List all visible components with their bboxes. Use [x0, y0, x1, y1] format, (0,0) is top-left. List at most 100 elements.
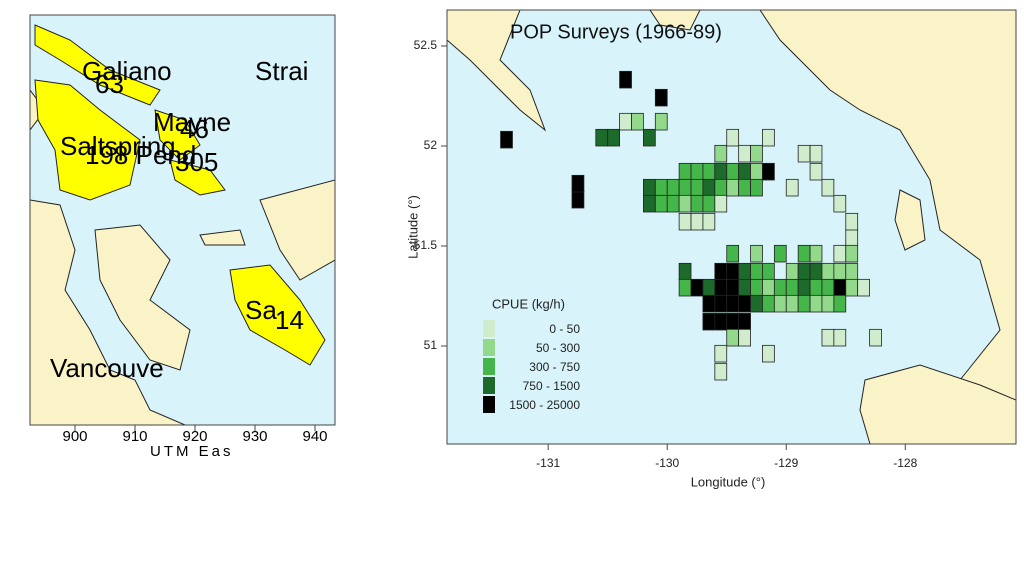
- x-axis-label: UTM Eas: [150, 443, 234, 460]
- cpue-cell: [714, 278, 728, 297]
- x-tick-label: 920: [182, 428, 207, 445]
- cpue-cell: [809, 278, 823, 297]
- left-x-axis: 900 910 920 930 940 UTM Eas: [62, 425, 328, 460]
- cpue-cell: [845, 278, 859, 297]
- cpue-cell: [714, 144, 728, 163]
- cpue-cell: [785, 262, 799, 281]
- cpue-cell: [762, 278, 775, 297]
- x-tick-label: -131: [536, 456, 560, 470]
- cpue-cell: [702, 312, 716, 331]
- cpue-cell: [750, 262, 763, 281]
- cpue-cell: [738, 162, 751, 181]
- cpue-cell: [619, 112, 632, 131]
- place-label: 14: [275, 305, 304, 335]
- cpue-cell: [702, 194, 716, 213]
- cpue-cell: [821, 262, 835, 281]
- cpue-cell: [678, 178, 692, 197]
- place-label: Vancouve: [50, 353, 164, 383]
- cpue-cell: [631, 112, 644, 131]
- cpue-cell: [702, 294, 716, 313]
- cpue-cell: [571, 190, 585, 209]
- y-tick-label: 51.5: [414, 238, 438, 252]
- cpue-cell: [738, 328, 751, 347]
- place-label: Saltspring: [60, 131, 176, 161]
- cpue-cell: [809, 144, 823, 163]
- legend-label: 300 - 750: [529, 360, 580, 374]
- place-label: Mayne: [153, 107, 231, 137]
- cpue-cell: [714, 294, 728, 313]
- cpue-cell: [833, 328, 847, 347]
- cpue-cell: [750, 178, 763, 197]
- cpue-cell: [714, 262, 728, 281]
- legend-title: CPUE (kg/h): [492, 296, 565, 311]
- cpue-cell: [500, 130, 513, 149]
- cpue-cell: [690, 162, 704, 181]
- cpue-cell: [785, 178, 799, 197]
- legend: 0 - 50 50 - 300 300 - 750 750 - 1500 1500 - …: [483, 320, 580, 413]
- cpue-cell: [726, 178, 740, 197]
- cpue-cell: [702, 278, 716, 297]
- x-tick-label: -129: [774, 456, 798, 470]
- x-axis-label: Longitude (°): [691, 474, 766, 489]
- x-tick-label: 900: [62, 428, 87, 445]
- cpue-cell: [678, 194, 692, 213]
- cpue-cell: [726, 278, 740, 297]
- cpue-cell: [666, 178, 680, 197]
- cpue-cell: [750, 294, 763, 313]
- cpue-cell: [726, 312, 740, 331]
- cpue-cell: [821, 178, 835, 197]
- cpue-cell: [762, 162, 775, 181]
- cpue-cell: [643, 178, 656, 197]
- cpue-cell: [857, 278, 870, 297]
- cpue-cell: [750, 144, 763, 163]
- cpue-cell: [773, 244, 787, 263]
- cpue-cell: [619, 70, 632, 89]
- cpue-cell: [750, 162, 763, 181]
- legend-label: 50 - 300: [536, 341, 580, 355]
- cpue-cell: [785, 278, 799, 297]
- cpue-cell: [571, 174, 585, 193]
- legend-swatch: [483, 377, 495, 394]
- x-tick-label: -130: [655, 456, 679, 470]
- cpue-cell: [714, 178, 728, 197]
- x-tick-label: 910: [122, 428, 147, 445]
- cpue-cell: [797, 244, 811, 263]
- y-axis-label: Latitude (°): [405, 195, 420, 259]
- cpue-cell: [738, 278, 751, 297]
- cpue-cell: [869, 328, 882, 347]
- cpue-cell: [833, 294, 847, 313]
- cpue-cell: [654, 194, 668, 213]
- cpue-cell: [773, 278, 787, 297]
- y-tick-label: 51: [424, 338, 438, 352]
- cpue-cell: [714, 194, 728, 213]
- x-tick-label: 930: [242, 428, 267, 445]
- cpue-cell: [643, 128, 656, 147]
- cpue-cell: [762, 128, 775, 147]
- cpue-cell: [678, 262, 692, 281]
- x-tick-label: -128: [893, 456, 917, 470]
- cpue-cell: [762, 344, 775, 363]
- legend-label: 1500 - 25000: [509, 398, 580, 412]
- y-tick-label: 52.5: [414, 38, 438, 52]
- place-label: 198 Pend: [85, 140, 196, 170]
- right-map: [447, 10, 1016, 444]
- cpue-cell: [678, 212, 692, 231]
- y-tick-label: 52: [424, 138, 438, 152]
- cpue-cell: [738, 178, 751, 197]
- cpue-cell: [678, 162, 692, 181]
- map-title: POP Surveys (1966-89): [510, 21, 722, 43]
- cpue-cell: [690, 278, 704, 297]
- cpue-cell: [726, 262, 740, 281]
- legend-swatch: [483, 320, 495, 337]
- place-label: Sa: [245, 295, 277, 325]
- cpue-cell: [821, 328, 835, 347]
- cpue-cell: [690, 212, 704, 231]
- place-label: 46: [180, 114, 209, 144]
- cpue-cell: [714, 344, 728, 363]
- cpue-cell: [845, 228, 859, 247]
- cpue-cell: [845, 262, 859, 281]
- cpue-cell: [714, 362, 728, 381]
- cpue-cell: [714, 162, 728, 181]
